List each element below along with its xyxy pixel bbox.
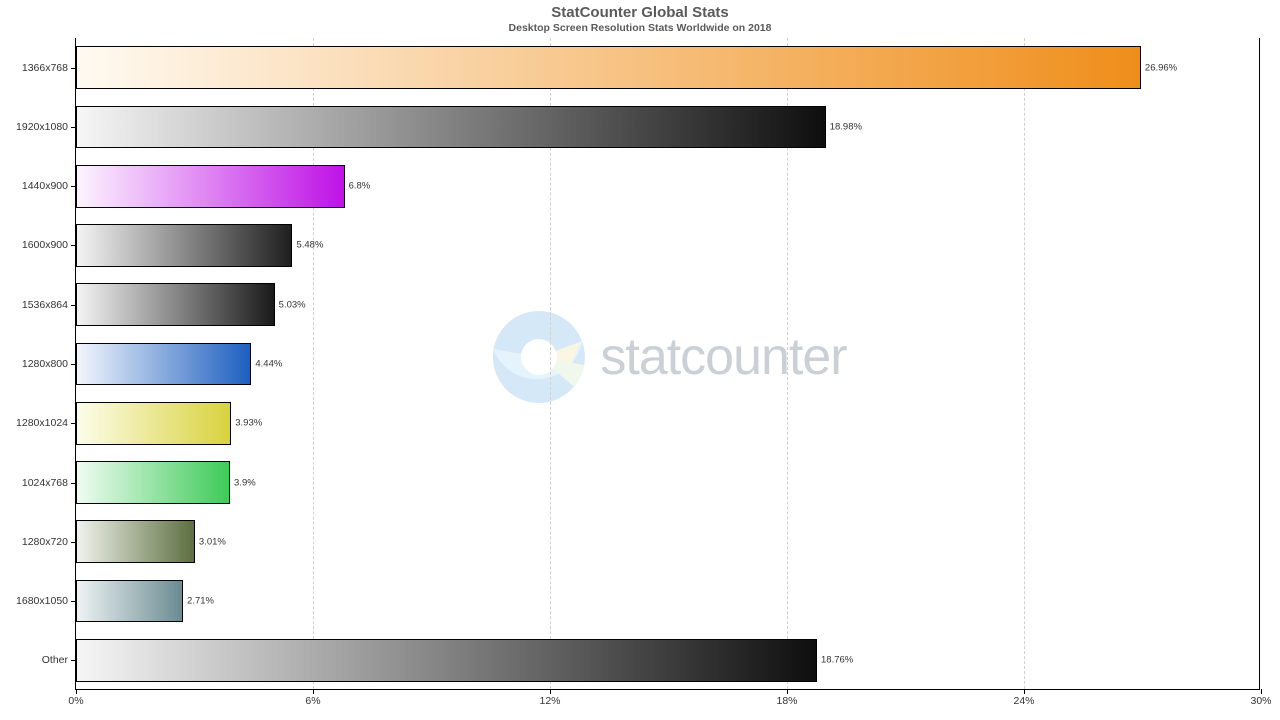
xtick-label: 18% — [776, 695, 797, 707]
ytick-label: 1024x768 — [22, 477, 76, 489]
plot-area: statcounter 1366x76826.96%1920x108018.98… — [75, 38, 1260, 690]
bar-value-label: 18.76% — [816, 655, 853, 666]
ytick-label: 1366x768 — [22, 62, 76, 74]
bar: 3.93% — [76, 402, 231, 445]
ytick-label: 1680x1050 — [16, 595, 76, 607]
ytick-label: 1440x900 — [22, 180, 76, 192]
xtick-mark — [787, 689, 788, 694]
chart-subtitle: Desktop Screen Resolution Stats Worldwid… — [0, 21, 1280, 34]
bar-value-label: 5.03% — [274, 299, 306, 310]
bar: 5.03% — [76, 283, 275, 326]
bar: 2.71% — [76, 580, 183, 623]
bar: 26.96% — [76, 46, 1141, 89]
bar: 5.48% — [76, 224, 292, 267]
bar-value-label: 2.71% — [182, 596, 214, 607]
bar-value-label: 18.98% — [825, 121, 862, 132]
xtick-label: 30% — [1250, 695, 1271, 707]
bar-row: 1366x76826.96% — [76, 46, 1259, 89]
ytick-label: 1536x864 — [22, 299, 76, 311]
xtick-mark — [313, 689, 314, 694]
bar-value-label: 3.9% — [229, 477, 256, 488]
ytick-label: 1280x800 — [22, 358, 76, 370]
bar-row: 1280x7203.01% — [76, 520, 1259, 563]
xtick-label: 24% — [1013, 695, 1034, 707]
bar: 4.44% — [76, 343, 251, 386]
bar-value-label: 6.8% — [344, 181, 371, 192]
xtick-label: 12% — [539, 695, 560, 707]
chart-title: StatCounter Global Stats — [0, 0, 1280, 21]
bar-row: 1600x9005.48% — [76, 224, 1259, 267]
bar-value-label: 5.48% — [291, 240, 323, 251]
ytick-label: 1280x1024 — [16, 417, 76, 429]
bar: 6.8% — [76, 165, 345, 208]
bar: 18.76% — [76, 639, 817, 682]
bar-value-label: 26.96% — [1140, 62, 1177, 73]
bar-row: 1280x8004.44% — [76, 343, 1259, 386]
xtick-mark — [550, 689, 551, 694]
ytick-label: 1600x900 — [22, 239, 76, 251]
bar-row: 1920x108018.98% — [76, 106, 1259, 149]
xtick-mark — [76, 689, 77, 694]
chart-container: StatCounter Global Stats Desktop Screen … — [0, 0, 1280, 720]
xtick-mark — [1024, 689, 1025, 694]
ytick-label: 1280x720 — [22, 536, 76, 548]
bar-value-label: 3.01% — [194, 536, 226, 547]
bar: 3.9% — [76, 461, 230, 504]
xtick-mark — [1261, 689, 1262, 694]
bar: 18.98% — [76, 106, 826, 149]
bar-value-label: 4.44% — [250, 358, 282, 369]
bar-value-label: 3.93% — [230, 418, 262, 429]
xtick-label: 6% — [305, 695, 320, 707]
bar-row: 1024x7683.9% — [76, 461, 1259, 504]
xtick-label: 0% — [68, 695, 83, 707]
bar: 3.01% — [76, 520, 195, 563]
bar-row: 1680x10502.71% — [76, 580, 1259, 623]
bar-row: 1440x9006.8% — [76, 165, 1259, 208]
bar-row: Other18.76% — [76, 639, 1259, 682]
ytick-label: 1920x1080 — [16, 121, 76, 133]
bar-row: 1280x10243.93% — [76, 402, 1259, 445]
bar-row: 1536x8645.03% — [76, 283, 1259, 326]
